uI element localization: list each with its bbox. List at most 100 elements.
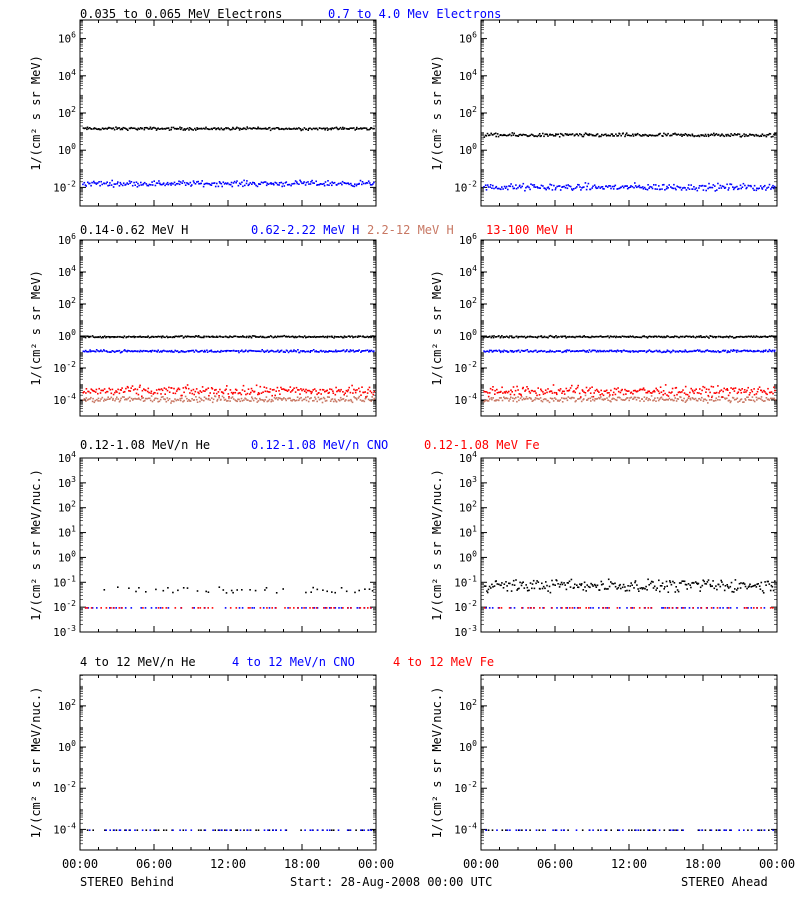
data-point bbox=[726, 336, 728, 338]
data-point bbox=[171, 400, 173, 402]
data-point bbox=[594, 400, 596, 402]
data-point bbox=[669, 398, 671, 400]
data-point bbox=[260, 386, 262, 388]
data-point bbox=[161, 337, 163, 339]
data-point bbox=[759, 136, 761, 138]
data-point bbox=[736, 186, 738, 188]
data-point bbox=[533, 580, 535, 582]
data-point bbox=[332, 398, 334, 400]
data-point bbox=[676, 400, 678, 402]
data-point bbox=[297, 396, 299, 398]
y-tick-exponent: 4 bbox=[472, 450, 477, 459]
data-point bbox=[633, 390, 635, 392]
data-point bbox=[211, 184, 213, 186]
y-tick-exponent: 2 bbox=[472, 500, 477, 509]
data-point bbox=[628, 134, 630, 136]
data-point bbox=[268, 183, 270, 185]
data-point bbox=[625, 134, 627, 136]
data-point bbox=[491, 584, 493, 586]
data-point bbox=[261, 182, 263, 184]
data-point bbox=[238, 185, 240, 187]
data-point bbox=[175, 184, 177, 186]
data-point bbox=[553, 185, 555, 187]
data-point bbox=[710, 187, 712, 189]
data-point bbox=[226, 128, 228, 130]
data-point bbox=[545, 189, 547, 191]
data-point bbox=[571, 579, 573, 581]
data-point bbox=[639, 607, 641, 609]
data-point bbox=[374, 391, 376, 393]
data-point bbox=[281, 186, 283, 188]
data-point bbox=[707, 349, 709, 351]
data-point bbox=[302, 129, 304, 131]
data-point bbox=[603, 350, 605, 352]
data-point bbox=[484, 607, 486, 609]
data-point bbox=[588, 607, 590, 609]
data-point bbox=[519, 351, 521, 353]
data-point bbox=[489, 350, 491, 352]
data-point bbox=[740, 582, 742, 584]
data-point bbox=[256, 336, 258, 338]
data-point bbox=[152, 350, 154, 352]
data-point bbox=[734, 399, 736, 401]
data-point bbox=[169, 183, 171, 185]
data-point bbox=[226, 592, 228, 594]
data-point bbox=[142, 128, 144, 130]
data-point bbox=[170, 402, 172, 404]
data-point bbox=[769, 583, 771, 585]
data-point bbox=[630, 185, 632, 187]
data-point bbox=[272, 400, 274, 402]
data-point bbox=[766, 136, 768, 138]
data-point bbox=[253, 350, 255, 352]
data-point bbox=[720, 580, 722, 582]
data-point bbox=[726, 388, 728, 390]
data-point bbox=[200, 607, 202, 609]
data-point bbox=[567, 582, 569, 584]
data-point bbox=[297, 349, 299, 351]
data-point bbox=[123, 396, 125, 398]
data-point bbox=[728, 187, 730, 189]
data-point bbox=[243, 399, 245, 401]
data-point bbox=[290, 386, 292, 388]
y-tick-exponent: 6 bbox=[71, 31, 76, 40]
data-point bbox=[498, 400, 500, 402]
data-point bbox=[310, 183, 312, 185]
data-point bbox=[623, 394, 625, 396]
data-point bbox=[326, 127, 328, 129]
data-point bbox=[619, 133, 621, 135]
data-point bbox=[745, 350, 747, 352]
data-point bbox=[241, 394, 243, 396]
data-point bbox=[305, 607, 307, 609]
data-point bbox=[372, 590, 374, 592]
data-point bbox=[279, 129, 281, 131]
data-point bbox=[139, 385, 141, 387]
data-point bbox=[659, 351, 661, 353]
data-point bbox=[316, 401, 318, 403]
data-point bbox=[754, 185, 756, 187]
data-point bbox=[522, 581, 524, 583]
data-point bbox=[762, 590, 764, 592]
data-point bbox=[672, 581, 674, 583]
data-point bbox=[496, 186, 498, 188]
data-point bbox=[97, 393, 99, 395]
data-point bbox=[675, 189, 677, 191]
data-point bbox=[491, 335, 493, 337]
data-point bbox=[84, 398, 86, 400]
data-point bbox=[155, 127, 157, 129]
data-point bbox=[661, 188, 663, 190]
data-point bbox=[497, 133, 499, 135]
data-point bbox=[371, 392, 373, 394]
data-point bbox=[366, 128, 368, 130]
data-point bbox=[663, 390, 665, 392]
data-point bbox=[489, 134, 491, 136]
data-point bbox=[371, 336, 373, 338]
data-point bbox=[508, 351, 510, 353]
data-point bbox=[581, 583, 583, 585]
data-point bbox=[651, 395, 653, 397]
data-point bbox=[133, 389, 135, 391]
data-point bbox=[242, 186, 244, 188]
data-point bbox=[106, 336, 108, 338]
data-point bbox=[760, 398, 762, 400]
data-point bbox=[640, 350, 642, 352]
